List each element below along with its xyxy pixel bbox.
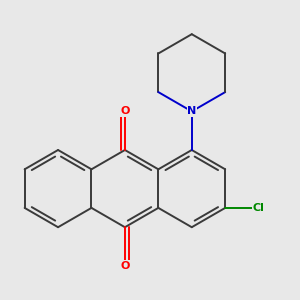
- Text: O: O: [120, 261, 130, 271]
- Text: O: O: [120, 106, 130, 116]
- Text: N: N: [187, 106, 196, 116]
- Text: Cl: Cl: [253, 203, 265, 213]
